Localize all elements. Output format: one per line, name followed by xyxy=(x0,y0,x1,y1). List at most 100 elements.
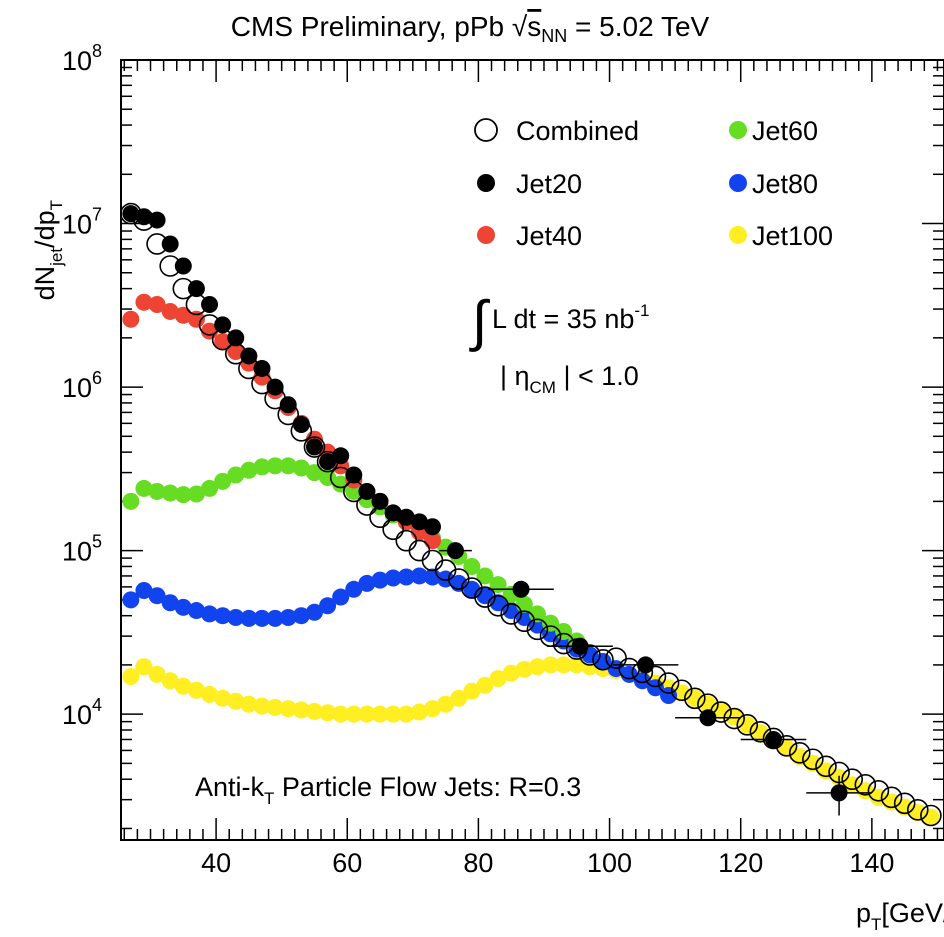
data-point-jet100 xyxy=(384,705,402,723)
data-point-jet80 xyxy=(397,568,415,586)
data-point-jet20 xyxy=(305,438,323,456)
data-point-jet40 xyxy=(122,310,140,328)
y-tick-label: 105 xyxy=(62,532,102,567)
x-label-main: p xyxy=(856,898,871,928)
algo-subscript: T xyxy=(264,789,274,808)
data-point-jet80 xyxy=(292,607,310,625)
data-point-jet40 xyxy=(135,293,153,311)
data-point-combined xyxy=(303,436,326,458)
data-point-jet100 xyxy=(292,701,310,719)
legend-item-jet100: Jet100 xyxy=(729,221,833,251)
data-point-combined xyxy=(211,328,234,351)
data-point-jet100 xyxy=(515,660,533,678)
data-point-jet80 xyxy=(253,609,271,627)
data-point-jet100 xyxy=(319,704,337,722)
algorithm-annotation: Anti-kT Particle Flow Jets: R=0.3 xyxy=(195,772,581,808)
legend-marker xyxy=(477,226,495,244)
data-point-combined xyxy=(329,466,352,489)
data-point-jet100 xyxy=(397,705,415,723)
algo-suffix: Particle Flow Jets: R=0.3 xyxy=(274,772,581,802)
legend-marker xyxy=(729,226,747,244)
data-point-jet20 xyxy=(266,378,284,396)
data-point-combined xyxy=(736,714,759,736)
title-prefix: CMS Preliminary, pPb xyxy=(231,11,512,42)
data-point-combined xyxy=(146,233,168,255)
title-sqrt: √ xyxy=(512,11,528,42)
data-point-jet100 xyxy=(463,682,481,700)
y-axis-label: dNjet/dpT xyxy=(30,200,66,300)
data-point-jet100 xyxy=(135,658,153,676)
x-tick-label: 60 xyxy=(332,848,362,878)
data-point-jet100 xyxy=(423,700,441,718)
eta-subscript: CM xyxy=(530,378,556,397)
data-point-combined xyxy=(605,647,627,669)
data-point-jet100 xyxy=(450,689,468,707)
data-point-jet80 xyxy=(660,687,678,705)
data-point-combined xyxy=(343,480,365,503)
data-point-combined xyxy=(316,450,339,473)
data-point-combined xyxy=(382,518,404,541)
data-point-combined xyxy=(710,701,732,723)
data-point-jet100 xyxy=(214,689,232,707)
data-point-jet60 xyxy=(463,557,481,575)
data-point-jet80 xyxy=(227,608,245,626)
legend-marker xyxy=(729,121,747,139)
data-point-jet100 xyxy=(476,676,494,694)
data-point-combined xyxy=(487,594,509,617)
data-point-jet100 xyxy=(437,695,455,713)
legend-label: Jet80 xyxy=(752,169,818,199)
data-point-jet100 xyxy=(266,698,284,716)
data-point-combined xyxy=(251,372,273,395)
data-point-jet20 xyxy=(122,205,140,223)
data-point-jet100 xyxy=(201,685,219,703)
data-point-combined xyxy=(880,786,903,809)
data-point-combined xyxy=(198,314,221,336)
legend-marker xyxy=(477,174,495,192)
data-point-jet40 xyxy=(148,295,166,313)
data-point-jet80 xyxy=(122,591,140,609)
data-point-jet80 xyxy=(594,652,612,670)
data-point-jet80 xyxy=(384,569,402,587)
data-point-jet60 xyxy=(292,459,310,477)
legend: Combined Jet60 Jet20 Jet80 Jet40 Jet100 xyxy=(474,116,833,251)
title-s: s xyxy=(527,11,541,42)
data-point-combined xyxy=(893,792,916,815)
data-point-jet100 xyxy=(227,692,245,710)
data-point-combined xyxy=(854,773,877,796)
data-point-combined xyxy=(120,202,142,225)
data-point-jet80 xyxy=(187,602,205,620)
data-point-combined xyxy=(592,648,614,671)
data-point-jet100 xyxy=(240,695,258,713)
data-point-jet60 xyxy=(187,485,205,503)
data-point-jet20 xyxy=(830,784,848,802)
data-point-combined xyxy=(421,549,444,572)
eta-prefix: | η xyxy=(500,361,530,391)
data-point-jet80 xyxy=(502,602,520,620)
x-tick-labels: 40 60 80 100 120 140 xyxy=(201,848,894,878)
data-point-jet100 xyxy=(542,656,560,674)
title-suffix: = 5.02 TeV xyxy=(567,11,709,42)
x-label-unit: [GeV/c] xyxy=(881,898,944,928)
data-point-combined xyxy=(644,665,667,688)
data-point-jet80 xyxy=(201,605,219,623)
data-point-jet60 xyxy=(227,466,245,484)
legend-label: Jet20 xyxy=(516,169,582,199)
legend-item-jet60: Jet60 xyxy=(729,116,818,146)
data-point-jet100 xyxy=(332,705,350,723)
eta-suffix: | < 1.0 xyxy=(556,361,639,391)
plot-frame xyxy=(120,59,944,841)
data-point-jet100 xyxy=(279,700,297,718)
integral-symbol: ∫ xyxy=(469,289,490,352)
x-tick-label: 140 xyxy=(849,848,894,878)
series-jet80 xyxy=(122,567,678,705)
data-point-jet80 xyxy=(148,587,166,605)
data-point-jet100 xyxy=(371,705,389,723)
data-point-combined xyxy=(802,748,824,771)
data-point-jet80 xyxy=(410,567,428,585)
data-point-jet80 xyxy=(358,574,376,592)
y-tick-label: 107 xyxy=(62,205,102,240)
x-tick-label: 100 xyxy=(587,848,632,878)
data-point-jet80 xyxy=(620,665,638,683)
data-point-jet20 xyxy=(292,416,310,434)
